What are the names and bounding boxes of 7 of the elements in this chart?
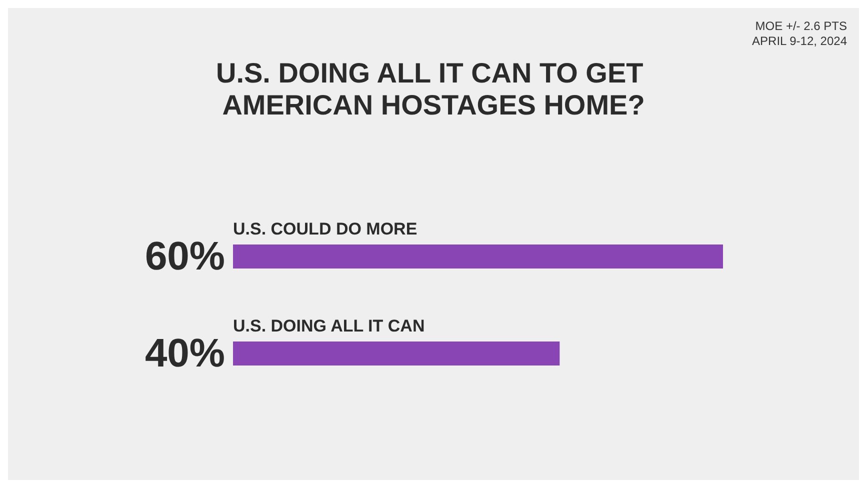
chart-title: U.S. DOING ALL IT CAN TO GET AMERICAN HOSTAGES HOME? (216, 58, 652, 120)
y-tick-label: U.S. DOING ALL IT CAN (233, 316, 425, 336)
data-label: 40% (144, 332, 225, 376)
data-label: 60% (144, 234, 225, 278)
text: APRIL 9-12, 2024 (752, 34, 848, 48)
text: MOE +/- 2.6 PTS (755, 19, 847, 33)
y-tick-label: U.S. COULD DO MORE (233, 220, 418, 238)
